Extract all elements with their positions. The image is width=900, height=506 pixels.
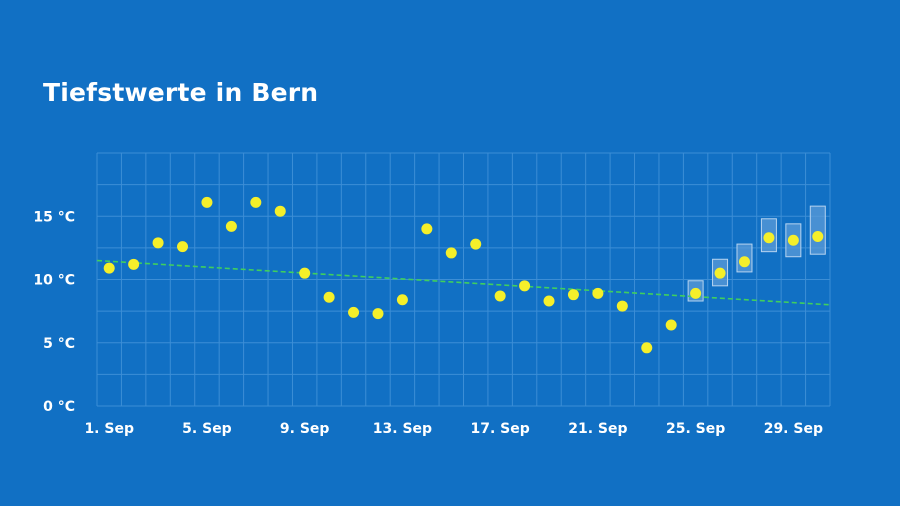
- data-points: [103, 196, 824, 354]
- x-tick-label: 21. Sep: [568, 421, 627, 437]
- trend-line: [96, 259, 831, 306]
- data-point: [494, 290, 506, 302]
- forecast-range-box: [809, 205, 826, 255]
- x-tick-label: 1. Sep: [84, 421, 134, 437]
- y-tick-label: 5 °C: [43, 336, 75, 352]
- data-point: [348, 306, 360, 318]
- data-point: [396, 294, 408, 306]
- data-point: [641, 342, 653, 354]
- trend-line-group: [96, 259, 831, 306]
- data-point: [812, 230, 824, 242]
- data-point: [128, 258, 140, 270]
- x-tick-label: 25. Sep: [666, 421, 725, 437]
- y-tick-label: 15 °C: [33, 209, 75, 225]
- x-tick-label: 13. Sep: [373, 421, 432, 437]
- grid: [96, 152, 831, 407]
- data-point: [274, 205, 286, 217]
- data-point: [738, 256, 750, 268]
- x-tick-label: 17. Sep: [471, 421, 530, 437]
- data-point: [177, 241, 189, 253]
- data-point: [690, 287, 702, 299]
- data-point: [665, 319, 677, 331]
- x-tick-label: 9. Sep: [280, 421, 330, 437]
- y-axis-ticks: 0 °C 5 °C 10 °C 15 °C: [33, 209, 75, 415]
- data-point: [543, 295, 555, 307]
- data-point: [225, 220, 237, 232]
- data-point: [103, 262, 115, 274]
- data-point: [714, 267, 726, 279]
- y-tick-label: 10 °C: [33, 273, 75, 289]
- data-point: [445, 247, 457, 259]
- x-axis-ticks: 1. Sep 5. Sep 9. Sep 13. Sep 17. Sep 21. Sep 2…: [84, 421, 823, 437]
- data-point: [372, 308, 384, 320]
- data-point: [616, 300, 628, 312]
- y-tick-label: 0 °C: [43, 399, 75, 415]
- data-point: [763, 232, 775, 244]
- data-point: [567, 289, 579, 301]
- data-point: [519, 280, 531, 292]
- data-point: [470, 238, 482, 250]
- data-point: [787, 234, 799, 246]
- data-point: [299, 267, 311, 279]
- x-tick-label: 29. Sep: [764, 421, 823, 437]
- chart-title: Tiefstwerte in Bern: [43, 78, 319, 107]
- data-point: [323, 291, 335, 303]
- data-point: [421, 223, 433, 235]
- data-point: [201, 196, 213, 208]
- data-point: [250, 196, 262, 208]
- data-point: [152, 237, 164, 249]
- data-point: [592, 287, 604, 299]
- x-tick-label: 5. Sep: [182, 421, 232, 437]
